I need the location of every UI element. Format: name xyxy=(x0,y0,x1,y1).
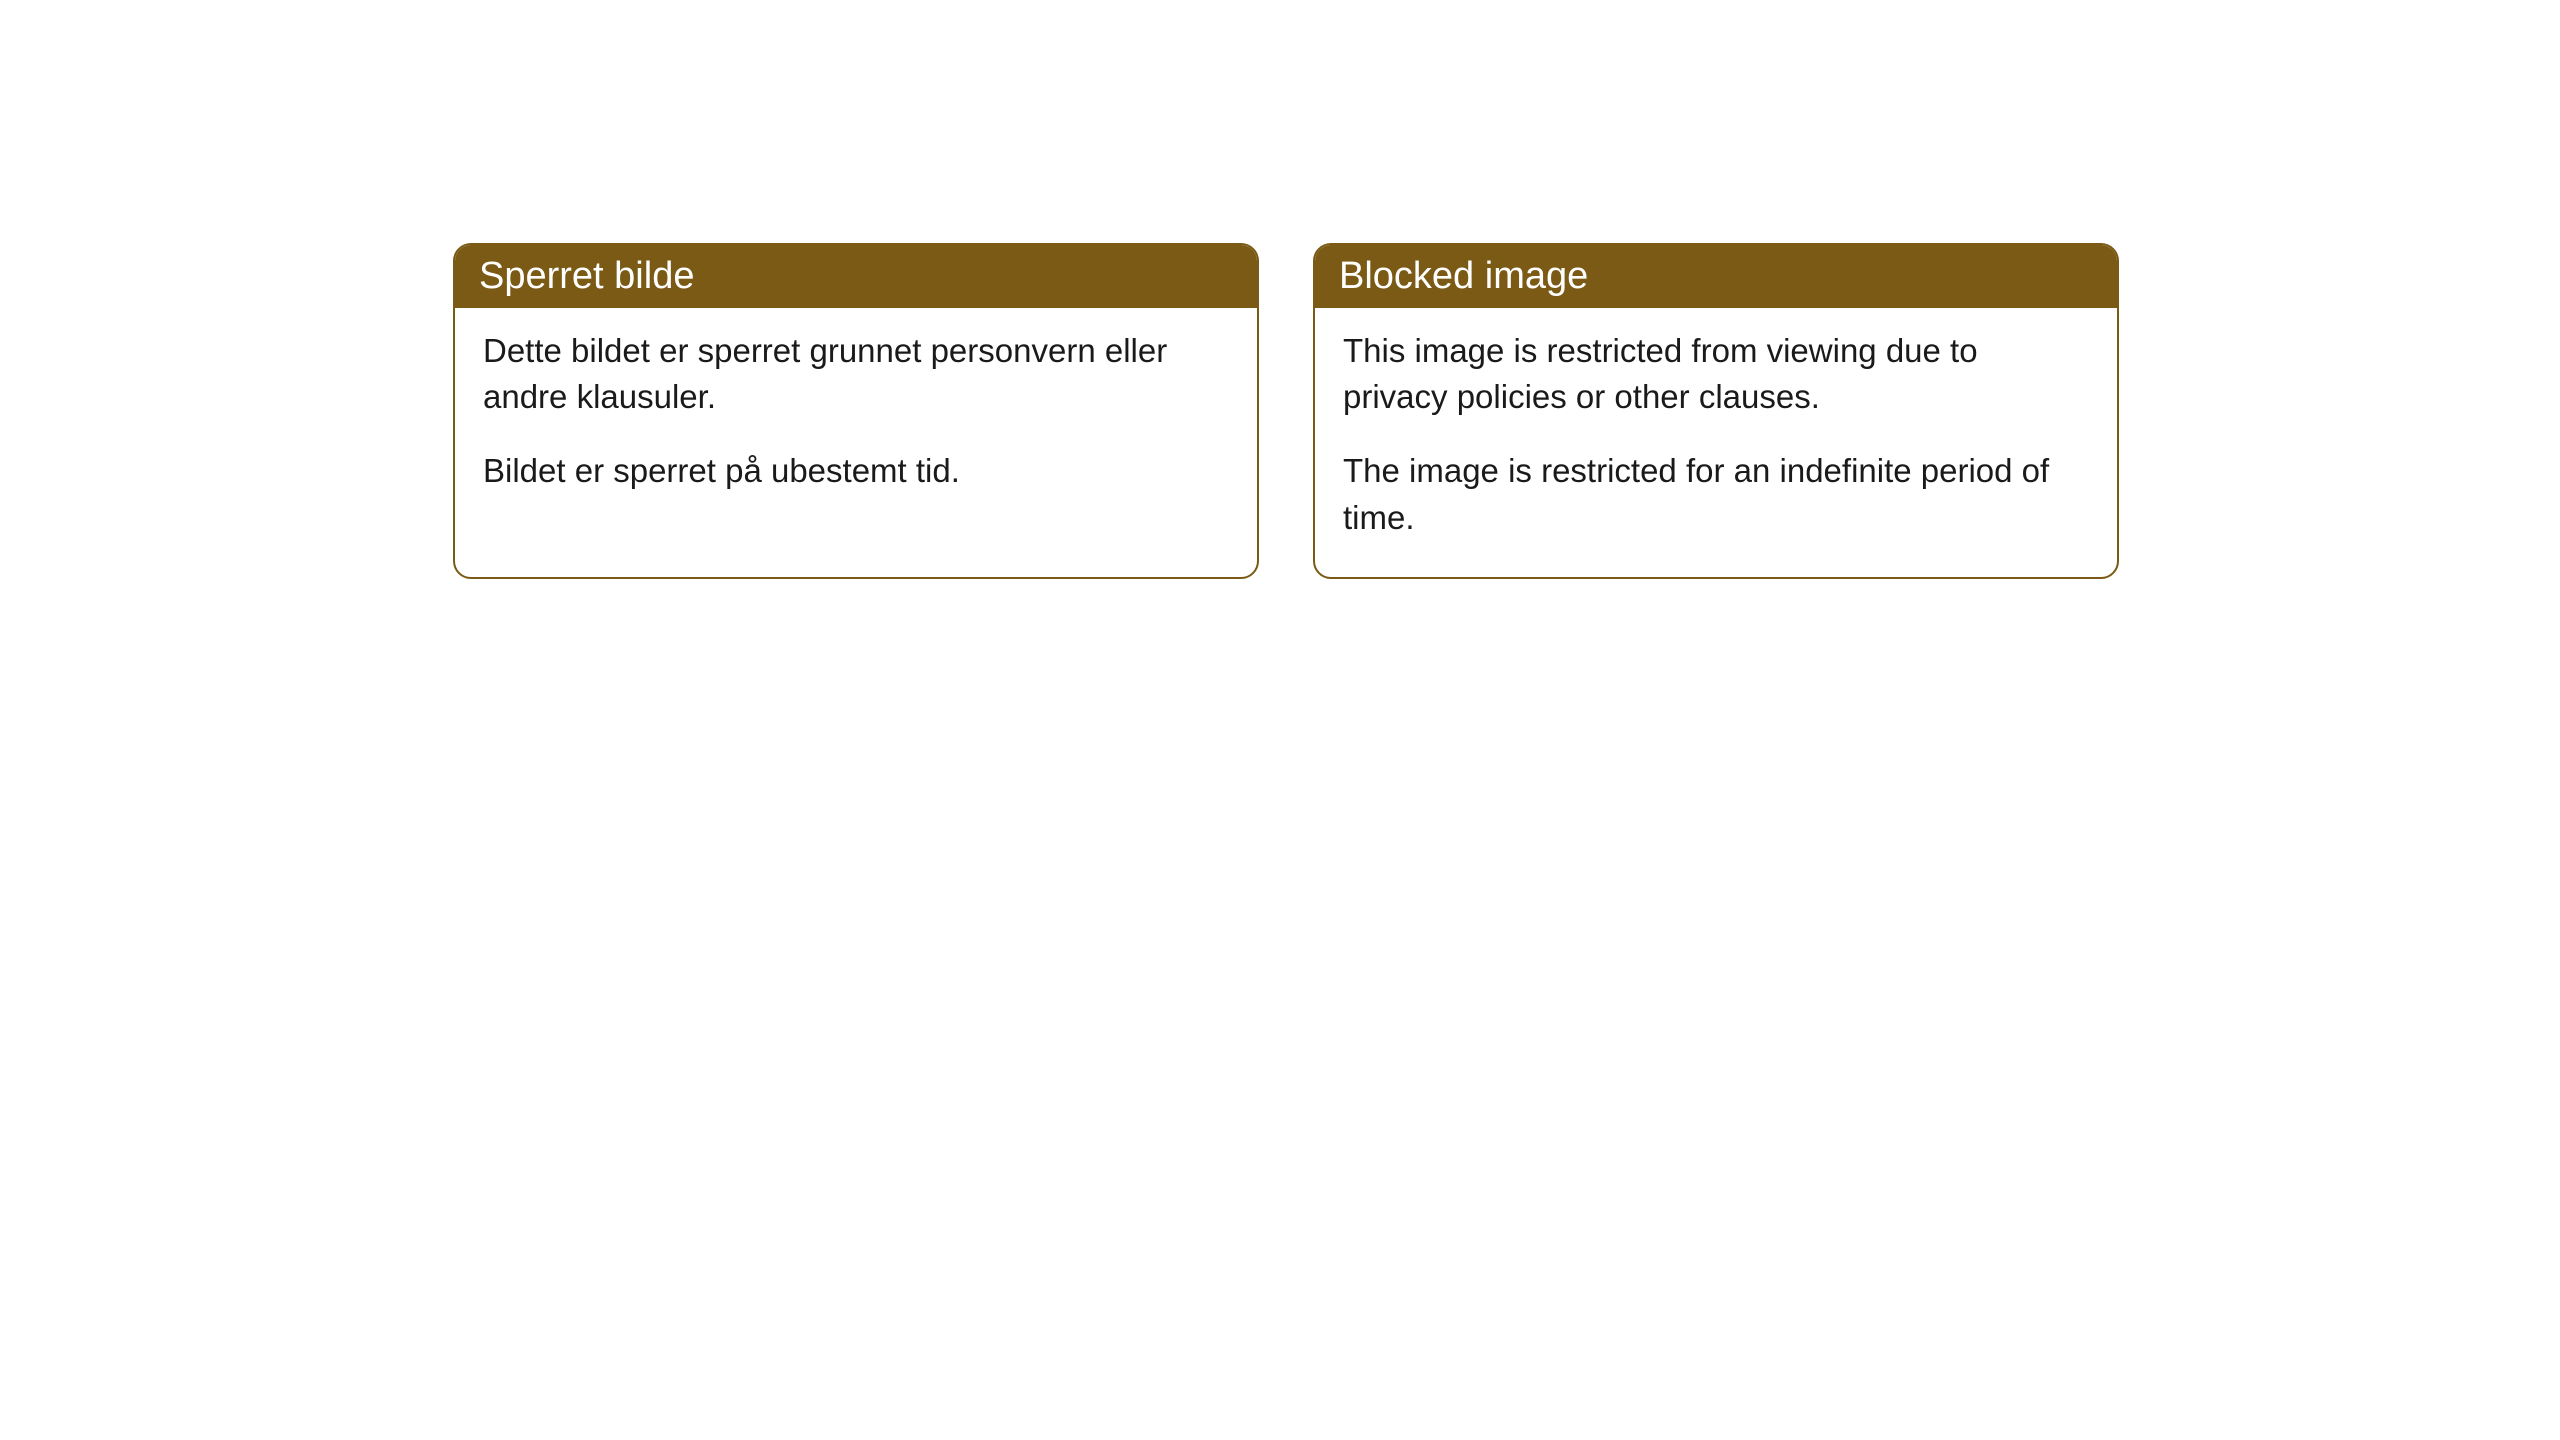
card-paragraph: Bildet er sperret på ubestemt tid. xyxy=(483,448,1229,494)
card-paragraph: Dette bildet er sperret grunnet personve… xyxy=(483,328,1229,420)
card-header: Blocked image xyxy=(1315,245,2117,308)
card-title: Sperret bilde xyxy=(479,255,694,297)
card-body: Dette bildet er sperret grunnet personve… xyxy=(455,308,1257,531)
notice-card-english: Blocked image This image is restricted f… xyxy=(1313,243,2119,579)
notice-cards-container: Sperret bilde Dette bildet er sperret gr… xyxy=(453,243,2119,579)
card-paragraph: This image is restricted from viewing du… xyxy=(1343,328,2089,420)
card-body: This image is restricted from viewing du… xyxy=(1315,308,2117,577)
card-paragraph: The image is restricted for an indefinit… xyxy=(1343,448,2089,540)
card-header: Sperret bilde xyxy=(455,245,1257,308)
notice-card-norwegian: Sperret bilde Dette bildet er sperret gr… xyxy=(453,243,1259,579)
card-title: Blocked image xyxy=(1339,255,1588,297)
